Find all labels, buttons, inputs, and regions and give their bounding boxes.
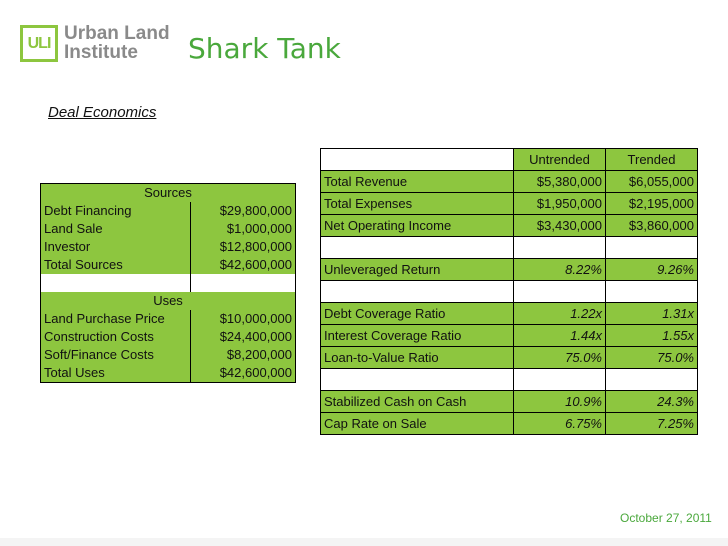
table-row: Debt Financing $29,800,000 (40, 202, 296, 220)
row-label: Unleveraged Return (320, 258, 514, 281)
spacer-cell (320, 280, 514, 303)
table-row: Land Sale $1,000,000 (40, 220, 296, 238)
page-title: Shark Tank (188, 32, 341, 65)
table-row: Total Sources $42,600,000 (40, 256, 296, 274)
spacer-cell (320, 236, 514, 259)
table-row: Debt Coverage Ratio 1.22x 1.31x (320, 302, 698, 325)
untrended-value: 1.44x (513, 324, 606, 347)
row-value: $12,800,000 (219, 239, 292, 254)
spacer-row (320, 368, 698, 391)
spacer-row (40, 274, 296, 292)
untrended-value: $3,430,000 (513, 214, 606, 237)
row-label: Total Expenses (320, 192, 514, 215)
trended-value: $3,860,000 (605, 214, 698, 237)
row-label: Debt Coverage Ratio (320, 302, 514, 325)
trended-value: 7.25% (605, 412, 698, 435)
table-row: Loan-to-Value Ratio 75.0% 75.0% (320, 346, 698, 369)
spacer-row (320, 236, 698, 259)
row-label: Land Purchase Price (40, 310, 191, 328)
untrended-value: 6.75% (513, 412, 606, 435)
row-label: Total Revenue (320, 170, 514, 193)
table-row: Unleveraged Return 8.22% 9.26% (320, 258, 698, 281)
logo-mark-text: ULI (27, 34, 52, 52)
trended-value: 24.3% (605, 390, 698, 413)
table-row: Land Purchase Price $10,000,000 (40, 310, 296, 328)
spacer-cell (605, 236, 698, 259)
footer-divider (0, 538, 728, 546)
table-row: Total Expenses $1,950,000 $2,195,000 (320, 192, 698, 215)
header-blank-cell (320, 148, 514, 171)
sources-uses-table: Sources Debt Financing $29,800,000 Land … (40, 183, 296, 383)
row-label: Construction Costs (40, 328, 191, 346)
untrended-value: 8.22% (513, 258, 606, 281)
row-label: Stabilized Cash on Cash (320, 390, 514, 413)
uses-header: Uses (40, 292, 296, 310)
row-value: $29,800,000 (219, 203, 292, 218)
logo-wordmark: Urban Land Institute (64, 24, 170, 62)
untrended-value: 10.9% (513, 390, 606, 413)
trended-value: $6,055,000 (605, 170, 698, 193)
spacer-cell (320, 368, 514, 391)
row-label: Soft/Finance Costs (40, 346, 191, 364)
uses-header-row: Uses (40, 292, 296, 310)
untrended-value: $5,380,000 (513, 170, 606, 193)
section-title: Deal Economics (48, 104, 157, 121)
table-row: Cap Rate on Sale 6.75% 7.25% (320, 412, 698, 435)
spacer-cell (513, 280, 606, 303)
spacer-cell (605, 280, 698, 303)
footer-date: October 27, 2011 (620, 511, 712, 525)
trended-value: 1.31x (605, 302, 698, 325)
trended-value: $2,195,000 (605, 192, 698, 215)
row-value: $8,200,000 (226, 347, 292, 362)
returns-header-row: Untrended Trended (320, 148, 698, 171)
trended-value: 75.0% (605, 346, 698, 369)
row-value: $1,000,000 (226, 221, 292, 236)
returns-table: Untrended Trended Total Revenue $5,380,0… (320, 148, 698, 435)
row-label: Loan-to-Value Ratio (320, 346, 514, 369)
table-row: Total Revenue $5,380,000 $6,055,000 (320, 170, 698, 193)
untrended-value: $1,950,000 (513, 192, 606, 215)
row-label: Total Sources (40, 256, 191, 274)
sources-header-row: Sources (40, 183, 296, 202)
untrended-value: 75.0% (513, 346, 606, 369)
table-row: Net Operating Income $3,430,000 $3,860,0… (320, 214, 698, 237)
spacer-cell (191, 274, 296, 292)
row-value: $10,000,000 (219, 311, 292, 326)
table-row: Total Uses $42,600,000 (40, 364, 296, 383)
uli-logo-icon: ULI (20, 25, 58, 62)
table-row: Interest Coverage Ratio 1.44x 1.55x (320, 324, 698, 347)
table-row: Soft/Finance Costs $8,200,000 (40, 346, 296, 364)
table-row: Stabilized Cash on Cash 10.9% 24.3% (320, 390, 698, 413)
table-row: Investor $12,800,000 (40, 238, 296, 256)
logo-line-2: Institute (64, 42, 138, 63)
table-row: Construction Costs $24,400,000 (40, 328, 296, 346)
spacer-cell (513, 236, 606, 259)
row-value: $42,600,000 (219, 365, 292, 380)
row-label: Total Uses (40, 364, 191, 383)
spacer-cell (40, 274, 191, 292)
row-value: $24,400,000 (219, 329, 292, 344)
spacer-cell (605, 368, 698, 391)
row-label: Land Sale (40, 220, 191, 238)
trended-header: Trended (605, 148, 698, 171)
trended-value: 1.55x (605, 324, 698, 347)
row-label: Investor (40, 238, 191, 256)
untrended-value: 1.22x (513, 302, 606, 325)
untrended-header: Untrended (513, 148, 606, 171)
logo-line-1: Urban Land (64, 23, 170, 44)
spacer-cell (513, 368, 606, 391)
row-label: Net Operating Income (320, 214, 514, 237)
trended-value: 9.26% (605, 258, 698, 281)
row-label: Cap Rate on Sale (320, 412, 514, 435)
row-value: $42,600,000 (219, 257, 292, 272)
row-label: Debt Financing (40, 202, 191, 220)
spacer-row (320, 280, 698, 303)
sources-header: Sources (40, 183, 296, 202)
row-label: Interest Coverage Ratio (320, 324, 514, 347)
